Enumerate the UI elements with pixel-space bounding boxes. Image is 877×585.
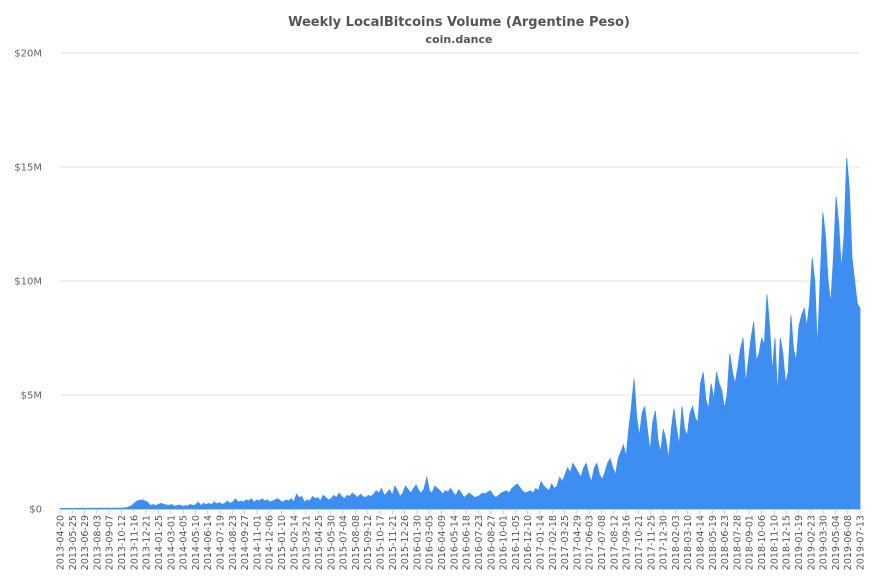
x-tick-label: 2015-10-17 <box>376 515 387 570</box>
x-tick-label: 2017-11-25 <box>646 515 657 570</box>
plot-area <box>59 157 861 510</box>
x-tick-label: 2018-06-23 <box>720 515 731 570</box>
x-tick-label: 2018-10-06 <box>757 515 768 570</box>
x-tick-label: 2017-04-29 <box>572 515 583 570</box>
x-tick-label: 2017-09-16 <box>622 515 633 570</box>
x-tick-label: 2013-08-03 <box>92 515 103 570</box>
x-tick-label: 2014-05-10 <box>191 515 202 570</box>
x-tick-label: 2016-08-27 <box>486 515 497 570</box>
x-tick-label: 2017-01-14 <box>536 515 547 570</box>
x-tick-label: 2013-04-20 <box>56 515 67 570</box>
volume-area-series <box>59 157 861 510</box>
x-tick-label: 2013-10-12 <box>117 515 128 570</box>
y-tick-label: $0 <box>29 505 42 516</box>
x-tick-label: 2015-07-04 <box>339 515 350 570</box>
x-tick-label: 2017-02-18 <box>548 515 559 570</box>
chart-subtitle: coin.dance <box>426 33 493 46</box>
x-tick-label: 2013-06-29 <box>80 515 91 570</box>
x-tick-label: 2017-08-12 <box>609 515 620 570</box>
x-tick-label: 2014-01-25 <box>154 515 165 570</box>
x-tick-label: 2013-12-21 <box>142 515 153 570</box>
x-tick-label: 2016-04-09 <box>437 515 448 570</box>
x-tick-label: 2015-09-12 <box>363 515 374 570</box>
x-tick-label: 2014-06-14 <box>203 515 214 570</box>
x-tick-label: 2019-06-08 <box>843 515 854 570</box>
x-tick-label: 2014-07-19 <box>216 515 227 570</box>
x-tick-label: 2019-03-30 <box>819 515 830 570</box>
x-axis: 2013-04-20 2013-05-25 2013-06-29 2013-08-03… <box>56 509 867 570</box>
y-tick-label: $20M <box>14 49 42 60</box>
y-tick-label: $5M <box>21 391 42 402</box>
x-tick-label: 2014-11-01 <box>252 515 263 570</box>
x-tick-label: 2018-09-01 <box>745 515 756 570</box>
x-tick-label: 2015-12-26 <box>400 515 411 570</box>
x-tick-label: 2017-12-30 <box>659 515 670 570</box>
grid-lines <box>60 52 860 396</box>
x-tick-label: 2016-10-01 <box>499 515 510 570</box>
x-tick-label: 2015-02-14 <box>289 515 300 570</box>
x-tick-label: 2016-01-30 <box>412 515 423 570</box>
x-tick-label: 2018-05-19 <box>708 515 719 570</box>
y-tick-label: $10M <box>14 277 42 288</box>
x-tick-label: 2016-05-14 <box>449 515 460 570</box>
y-tick-label: $15M <box>14 163 42 174</box>
x-tick-label: 2016-03-05 <box>425 515 436 570</box>
x-tick-label: 2015-04-25 <box>314 515 325 570</box>
x-tick-label: 2016-06-18 <box>462 515 473 570</box>
x-tick-label: 2015-01-10 <box>277 515 288 570</box>
x-tick-label: 2018-02-03 <box>671 515 682 570</box>
x-tick-label: 2015-08-08 <box>351 515 362 570</box>
x-tick-label: 2019-02-23 <box>806 515 817 570</box>
chart-title: Weekly LocalBitcoins Volume (Argentine P… <box>288 15 630 30</box>
x-tick-label: 2015-05-30 <box>326 515 337 570</box>
x-tick-label: 2014-12-06 <box>265 515 276 570</box>
x-tick-label: 2018-11-10 <box>769 515 780 570</box>
x-tick-label: 2019-01-19 <box>794 515 805 570</box>
x-tick-label: 2016-12-10 <box>523 515 534 570</box>
x-tick-label: 2017-10-21 <box>634 515 645 570</box>
x-tick-label: 2015-11-21 <box>388 515 399 570</box>
y-axis-ticks: $0 $5M $10M $15M $20M <box>14 49 42 516</box>
x-tick-label: 2014-03-01 <box>166 515 177 570</box>
x-tick-label: 2018-07-28 <box>732 515 743 570</box>
x-tick-label: 2017-07-08 <box>597 515 608 570</box>
x-tick-label: 2016-11-05 <box>511 515 522 570</box>
x-tick-label: 2018-04-14 <box>696 515 707 570</box>
x-tick-label: 2013-09-07 <box>105 515 116 570</box>
x-tick-label: 2017-06-03 <box>585 515 596 570</box>
x-tick-label: 2014-04-05 <box>179 515 190 570</box>
x-tick-label: 2014-08-23 <box>228 515 239 570</box>
x-tick-label: 2015-03-21 <box>302 515 313 570</box>
x-tick-label: 2019-07-13 <box>856 515 867 570</box>
x-tick-label: 2013-11-16 <box>129 515 140 570</box>
x-tick-label: 2014-09-27 <box>240 515 251 570</box>
x-tick-label: 2019-05-04 <box>831 515 842 570</box>
x-tick-label: 2017-03-25 <box>560 515 571 570</box>
x-tick-label: 2016-07-23 <box>474 515 485 570</box>
x-tick-label: 2018-03-10 <box>683 515 694 570</box>
x-tick-label: 2013-05-25 <box>68 515 79 570</box>
x-tick-label: 2018-12-15 <box>782 515 793 570</box>
